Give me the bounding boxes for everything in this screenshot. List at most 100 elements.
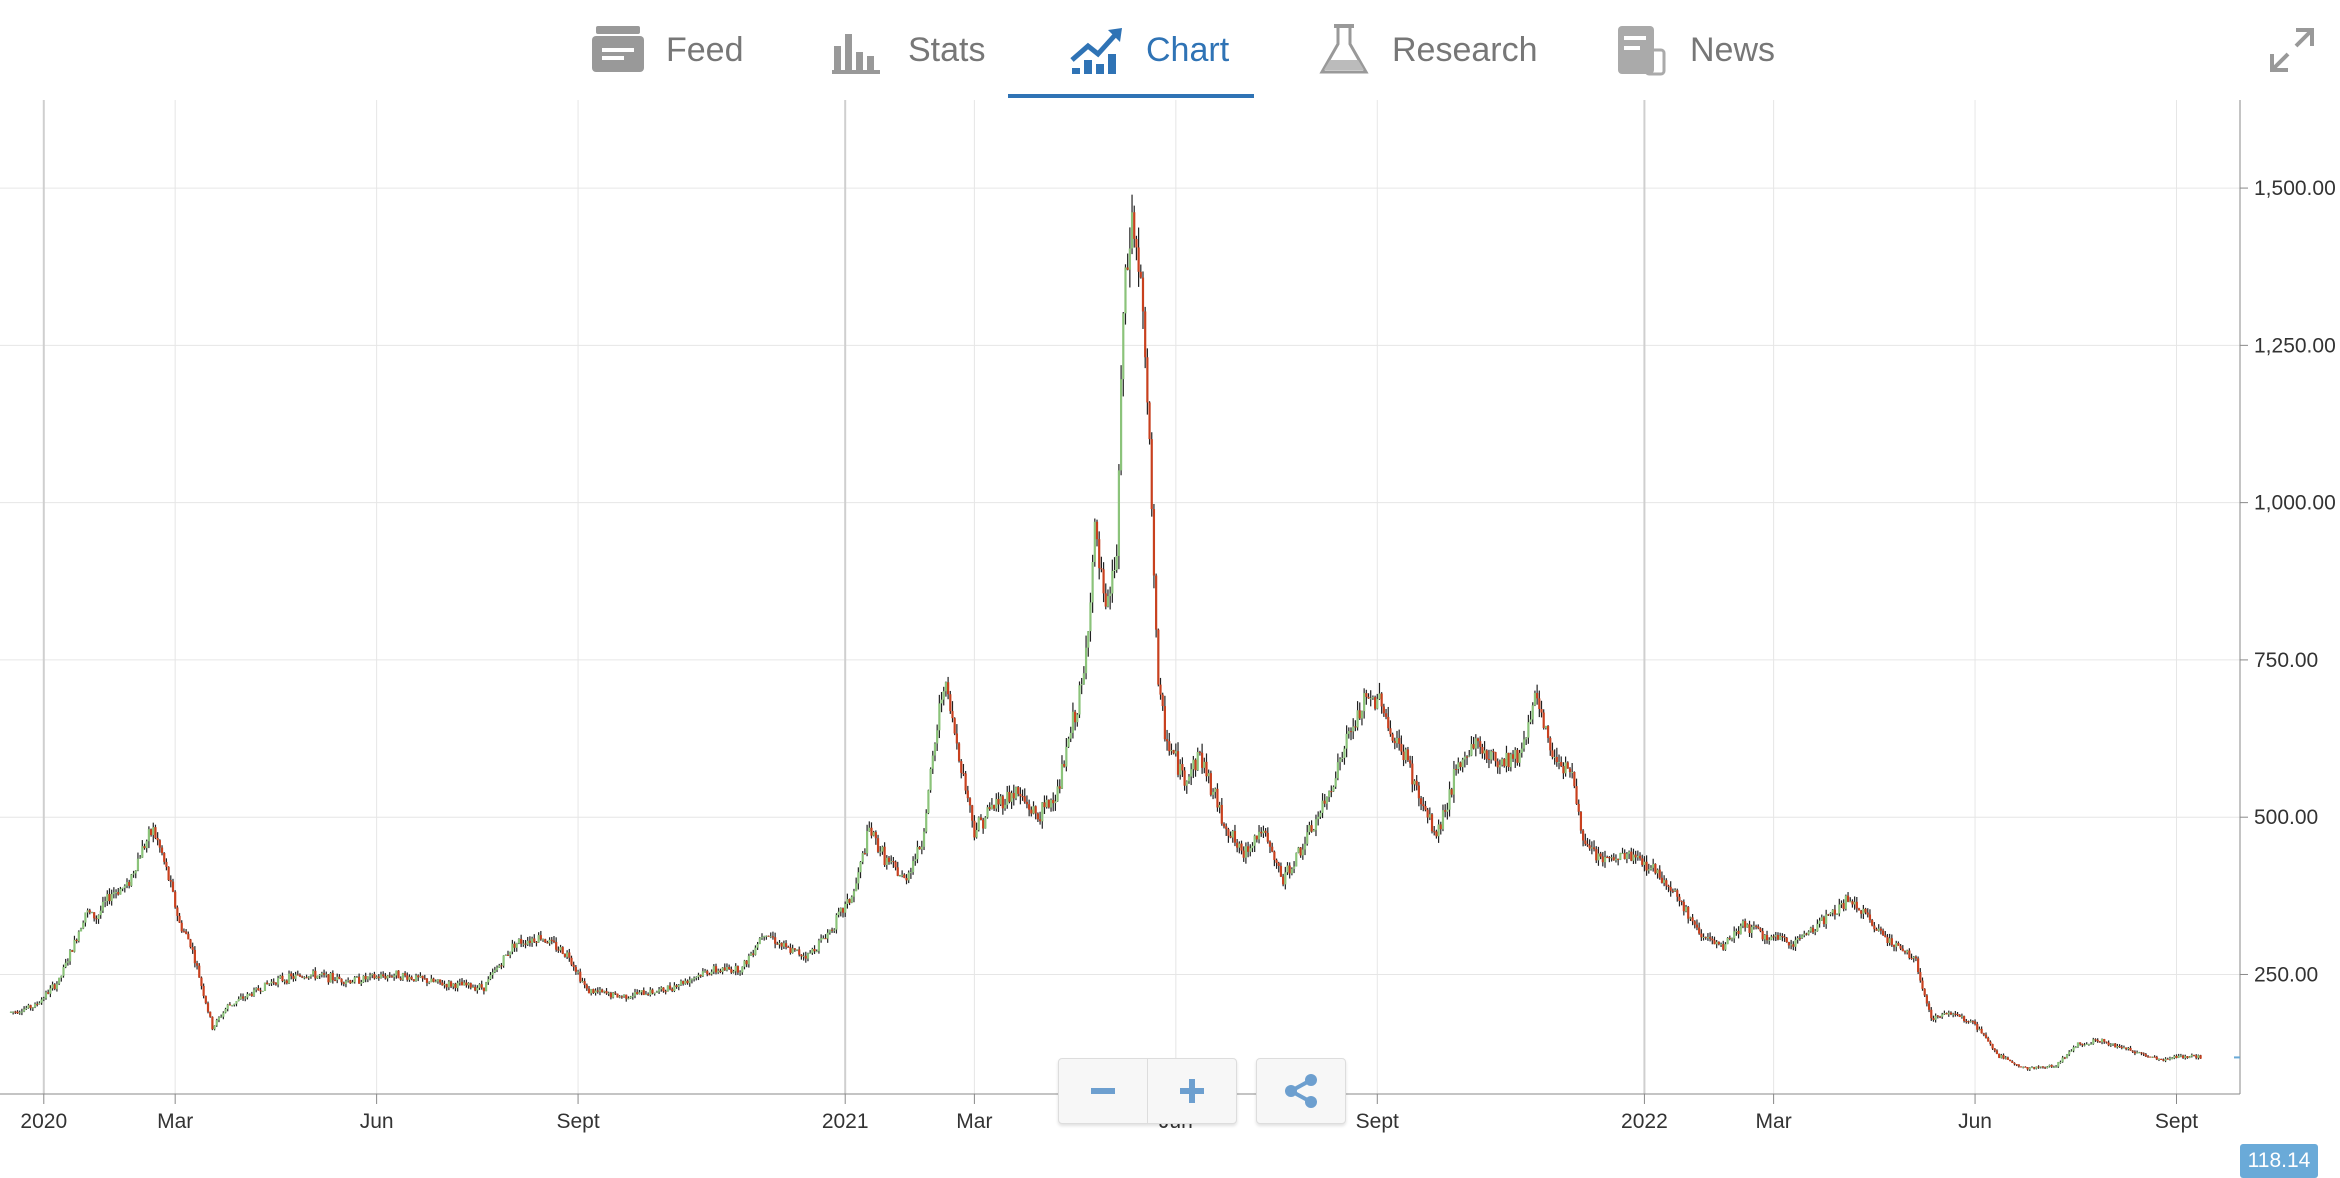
- candle-body: [1717, 941, 1720, 945]
- candle-body: [1807, 931, 1810, 935]
- candle-body: [1341, 757, 1344, 760]
- candle-body: [747, 955, 750, 965]
- zoom-out-button[interactable]: [1059, 1059, 1147, 1123]
- candle-body: [1671, 890, 1674, 892]
- candle-body: [64, 962, 67, 968]
- candle-body: [622, 994, 626, 997]
- candle-body: [233, 1003, 236, 1005]
- candle-body: [728, 966, 731, 970]
- candle-body: [903, 874, 906, 878]
- candle-body: [1984, 1034, 1988, 1038]
- candle-body: [1354, 726, 1357, 728]
- candle-body: [2133, 1051, 2136, 1054]
- candle-body: [1417, 785, 1420, 799]
- candle-body: [1818, 920, 1821, 924]
- candle-body: [2050, 1064, 2053, 1067]
- candle-body: [1104, 593, 1107, 607]
- candle-body: [342, 982, 345, 984]
- candle-body: [822, 938, 825, 940]
- candle-body: [1862, 908, 1865, 914]
- candle-body: [528, 940, 531, 943]
- candle-body: [863, 853, 867, 855]
- candle-body: [1783, 936, 1786, 938]
- candle-body: [784, 943, 788, 947]
- candle-body: [885, 857, 888, 866]
- candle-body: [145, 841, 148, 849]
- candle-body: [922, 831, 926, 847]
- candle-body: [714, 966, 718, 973]
- tab-feed[interactable]: Feed: [588, 0, 744, 100]
- candle-body: [616, 993, 619, 998]
- candle-body: [1840, 903, 1843, 905]
- candle-body: [570, 957, 573, 965]
- candle-body: [1330, 791, 1333, 793]
- candle-body: [1809, 927, 1812, 932]
- candle-body: [1595, 849, 1598, 861]
- candle-body: [371, 974, 374, 976]
- candle-body: [2173, 1055, 2176, 1059]
- candle-body: [1194, 759, 1197, 771]
- candle-body: [467, 983, 470, 986]
- candle-body: [1376, 698, 1379, 709]
- candle-body: [1093, 521, 1096, 562]
- candle-body: [1825, 914, 1828, 925]
- candle-body: [1803, 933, 1806, 936]
- candle-body: [298, 974, 302, 977]
- candle-body: [1441, 810, 1445, 830]
- candle-body: [460, 981, 464, 986]
- candle-body: [2015, 1064, 2018, 1066]
- candle-body: [1619, 853, 1622, 860]
- candle-body: [379, 974, 383, 979]
- candle-body: [585, 984, 588, 989]
- tab-research[interactable]: Research: [1314, 0, 1538, 100]
- candle-body: [1949, 1012, 1953, 1015]
- candle-body: [2048, 1064, 2051, 1067]
- candle-body: [353, 977, 356, 983]
- zoom-in-button[interactable]: [1147, 1059, 1236, 1123]
- candle-body: [1967, 1021, 1970, 1023]
- candle-body: [1973, 1021, 1977, 1024]
- price-chart[interactable]: 250.00 500.00 750.00 1,000.00 1,250.00 1,500.…: [0, 100, 2340, 1154]
- candle-body: [2081, 1043, 2084, 1046]
- expand-icon[interactable]: [2268, 26, 2316, 74]
- tab-news[interactable]: News: [1612, 0, 1775, 100]
- tab-chart[interactable]: Chart: [1068, 0, 1229, 100]
- candle-body: [29, 1005, 32, 1009]
- candle-body: [285, 980, 288, 984]
- candle-body: [1518, 752, 1521, 763]
- candle-body: [480, 984, 483, 988]
- candle-body: [590, 989, 593, 994]
- candle-body: [1087, 631, 1090, 648]
- candle-body: [167, 866, 170, 881]
- candle-body: [973, 820, 976, 838]
- x-tick-label: Jun: [1958, 1110, 1992, 1133]
- candle-body: [894, 861, 897, 868]
- x-tick-label: Mar: [1756, 1110, 1792, 1133]
- candle-body: [982, 819, 985, 829]
- candle-body: [631, 995, 634, 997]
- candle-body: [1702, 936, 1705, 938]
- candle-body: [1698, 927, 1701, 934]
- candle-body: [1746, 924, 1749, 928]
- candle-body: [1853, 901, 1856, 905]
- candle-body: [406, 975, 409, 980]
- share-button[interactable]: [1256, 1058, 1346, 1124]
- candle-body: [187, 933, 190, 940]
- candle-body: [2144, 1054, 2147, 1057]
- candle-body: [1233, 831, 1237, 843]
- candle-body: [2197, 1055, 2200, 1058]
- candle-body: [791, 948, 794, 953]
- candle-body: [292, 976, 295, 979]
- candle-body: [1741, 921, 1745, 926]
- candle-body: [754, 947, 757, 955]
- candle-body: [2155, 1056, 2158, 1060]
- candle-body: [852, 891, 856, 897]
- candle-body: [765, 935, 768, 937]
- candle-body: [2013, 1062, 2016, 1065]
- tab-stats[interactable]: Stats: [830, 0, 985, 100]
- candle-body: [1914, 956, 1918, 959]
- candle-body: [476, 987, 479, 991]
- candle-body: [1222, 823, 1226, 827]
- candle-body: [1586, 843, 1589, 846]
- chart-area[interactable]: 250.00 500.00 750.00 1,000.00 1,250.00 1,500.…: [0, 100, 2340, 1178]
